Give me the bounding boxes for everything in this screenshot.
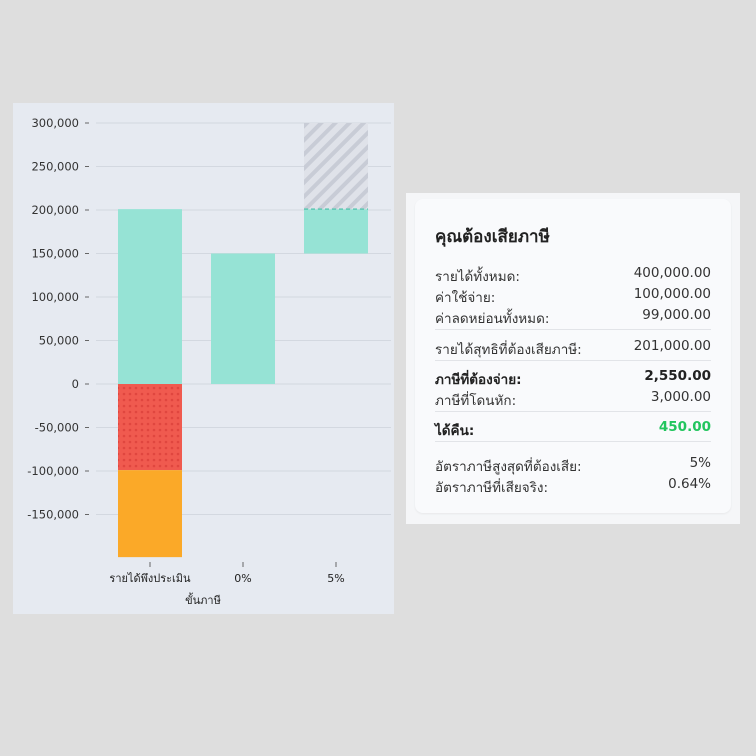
row-label: ได้คืน: [435,423,475,439]
bar [118,209,182,384]
row-label: รายได้ทั้งหมด: [435,269,520,285]
row-value: 201,000.00 [633,338,711,354]
bar [211,253,275,384]
row-value: 100,000.00 [633,286,711,302]
row-total-income: รายได้ทั้งหมด: 400,000.00 [435,265,711,287]
y-tick-label: 150,000 [31,247,79,261]
summary-panel: คุณต้องเสียภาษี รายได้ทั้งหมด: 400,000.0… [406,193,740,524]
row-refund: ได้คืน: 450.00 [435,419,711,441]
x-tick-label: รายได้พึงประเมิน [109,572,191,585]
bar [118,470,182,558]
row-label: อัตราภาษีสูงสุดที่ต้องเสีย: [435,459,582,475]
x-tick-label: 0% [234,572,251,585]
y-tick-label: 100,000 [31,290,79,304]
row-value: 0.64% [668,476,711,492]
row-tax-due: ภาษีที่ต้องจ่าย: 2,550.00 [435,368,711,390]
y-tick-label: 300,000 [31,116,79,130]
chart-svg: 300,000 250,000 200,000 150,000 100,000 50,00… [27,116,391,585]
bar [304,209,368,254]
row-label: ค่าใช้จ่าย: [435,290,496,306]
y-tick-label: -50,000 [35,421,79,435]
row-deductions: ค่าลดหย่อนทั้งหมด: 99,000.00 [435,307,711,329]
y-tick-label: 50,000 [39,334,79,348]
row-value: 3,000.00 [650,389,711,405]
row-value: 2,550.00 [644,368,711,384]
x-tick-label: 5% [327,572,344,585]
divider [435,441,711,442]
row-label: รายได้สุทธิที่ต้องเสียภาษี: [435,342,582,358]
y-tick-label: 200,000 [31,203,79,217]
divider [435,411,711,412]
row-value: 99,000.00 [642,307,711,323]
row-label: ค่าลดหย่อนทั้งหมด: [435,311,550,327]
divider [435,329,711,330]
x-axis-title: ขั้นภาษี [185,594,221,607]
bar [304,123,368,210]
refund-value: 450.00 [658,419,711,435]
bar [118,384,182,471]
row-value: 5% [689,455,711,471]
divider [435,360,711,361]
row-label: ภาษีที่โดนหัก: [435,393,517,409]
y-tick-label: 250,000 [31,160,79,174]
tax-bracket-chart: 300,000 250,000 200,000 150,000 100,000 50,00… [13,103,394,614]
tax-summary-card: คุณต้องเสียภาษี รายได้ทั้งหมด: 400,000.0… [415,199,731,513]
row-net-taxable: รายได้สุทธิที่ต้องเสียภาษี: 201,000.00 [435,338,711,360]
row-expenses: ค่าใช้จ่าย: 100,000.00 [435,286,711,308]
summary-title: คุณต้องเสียภาษี [435,227,550,247]
row-label: ภาษีที่ต้องจ่าย: [435,372,522,388]
y-tick-label: -150,000 [27,508,79,522]
row-top-rate: อัตราภาษีสูงสุดที่ต้องเสีย: 5% [435,455,711,477]
row-tax-withheld: ภาษีที่โดนหัก: 3,000.00 [435,389,711,411]
row-label: อัตราภาษีที่เสียจริง: [435,480,549,496]
row-value: 400,000.00 [633,265,711,281]
row-effective-rate: อัตราภาษีที่เสียจริง: 0.64% [435,476,711,498]
y-tick-label: -100,000 [27,464,79,478]
y-tick-label: 0 [72,377,79,391]
